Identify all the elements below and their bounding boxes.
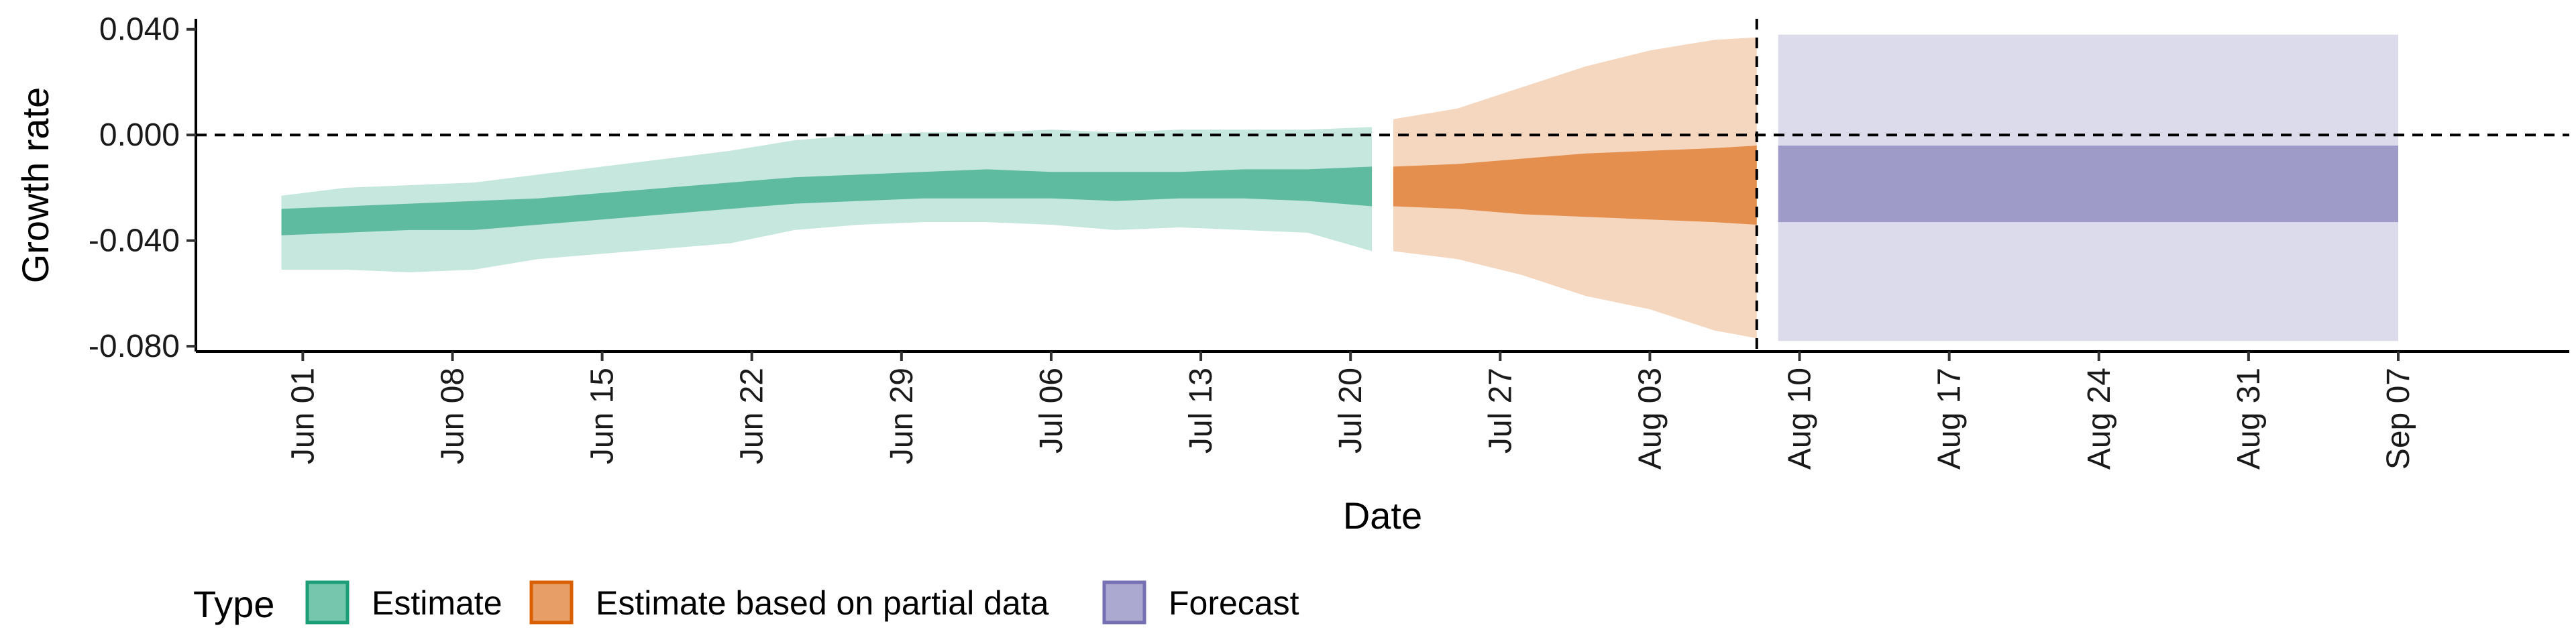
- x-tick-label: Jun 15: [585, 368, 621, 464]
- legend: Type Estimate Estimate based on partial d…: [193, 580, 1299, 625]
- y-axis-title: Growth rate: [14, 87, 56, 284]
- legend-label: Estimate based on partial data: [596, 584, 1049, 622]
- x-tick-label: Jun 22: [735, 368, 770, 464]
- x-tick-label: Jun 29: [884, 368, 920, 464]
- axes: 0.040 0.000 -0.040 -0.080 Jun 01 Jun 08 Jun 15…: [89, 12, 2569, 470]
- x-tick-label: Aug 03: [1632, 368, 1668, 470]
- x-tick-label: Aug 17: [1932, 368, 1968, 470]
- legend-label: Forecast: [1169, 584, 1299, 622]
- x-tick-label: Jul 13: [1183, 368, 1219, 453]
- y-tick-label: -0.080: [89, 329, 180, 364]
- x-tick-label: Aug 10: [1782, 368, 1818, 470]
- y-tick-label: 0.000: [99, 117, 180, 153]
- y-tick-label: -0.040: [89, 223, 180, 259]
- x-axis-title: Date: [1343, 494, 1422, 537]
- reference-lines: [196, 19, 2569, 352]
- x-tick-label: Jul 06: [1034, 368, 1069, 453]
- x-tick-label: Jul 27: [1483, 368, 1518, 453]
- legend-title: Type: [193, 583, 274, 625]
- legend-key: [1102, 580, 1146, 625]
- x-tick-label: Jun 01: [285, 368, 321, 464]
- ribbon-layer: [281, 34, 2398, 341]
- estimate-inner-band: [281, 166, 1373, 235]
- x-tick-label: Sep 07: [2381, 368, 2416, 470]
- legend-key: [529, 580, 574, 625]
- x-tick-label: Jun 08: [435, 368, 470, 464]
- legend-label: Estimate: [372, 584, 502, 622]
- y-tick-label: 0.040: [99, 12, 180, 48]
- legend-key: [305, 580, 350, 625]
- x-tick-label: Aug 24: [2082, 368, 2117, 470]
- x-tick-label: Aug 31: [2231, 368, 2267, 470]
- forecast-inner-band: [1778, 146, 2398, 223]
- x-tick-label: Jul 20: [1333, 368, 1368, 453]
- estimate-based-on-partial-data-inner-band: [1393, 146, 1757, 225]
